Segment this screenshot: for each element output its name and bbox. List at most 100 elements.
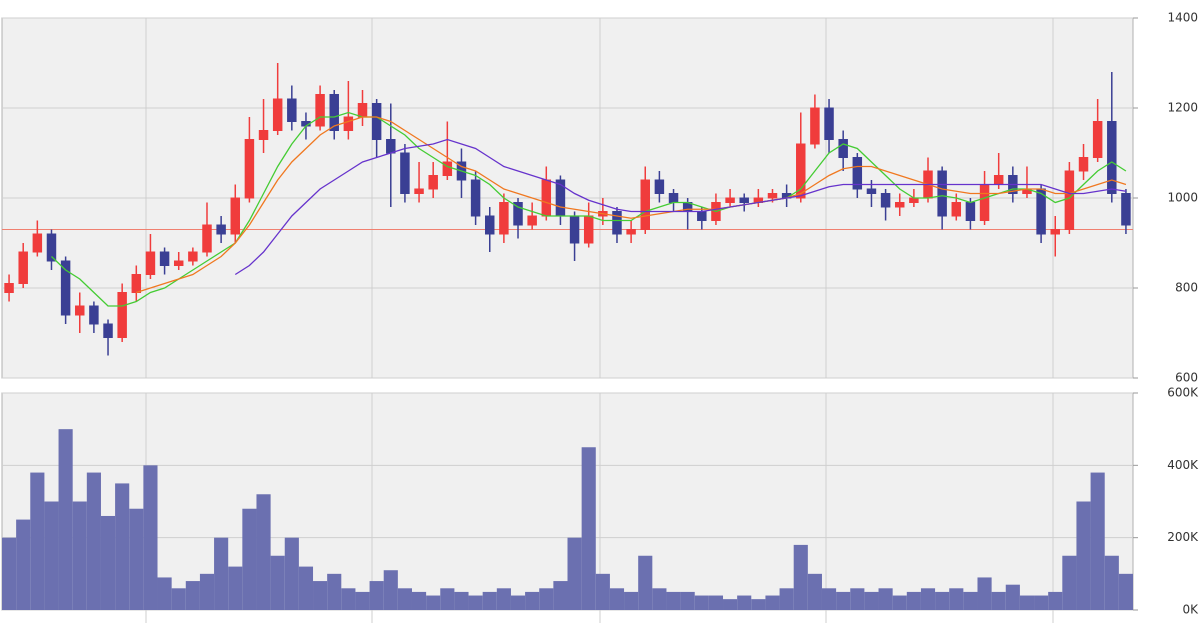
candle-body: [188, 251, 198, 262]
candle-body: [583, 215, 594, 244]
candle-body: [626, 229, 636, 235]
candle-body: [612, 211, 622, 235]
volume-bar: [157, 577, 172, 610]
y-tick-label: 0K: [1182, 603, 1199, 617]
candle-body: [4, 283, 14, 293]
volume-bar: [525, 591, 540, 610]
volume-bar: [171, 588, 186, 610]
volume-bar: [454, 591, 469, 610]
candle-body: [1092, 121, 1103, 158]
volume-bar: [129, 508, 144, 610]
candle-body: [315, 94, 325, 127]
volume-bar: [581, 447, 596, 610]
candle-body: [668, 193, 679, 203]
candle-body: [1050, 229, 1060, 235]
volume-bar: [426, 595, 441, 610]
candle-body: [159, 251, 170, 266]
volume-bar: [185, 581, 200, 610]
volume-bar: [86, 472, 101, 610]
volume-bar: [2, 537, 17, 610]
volume-bar: [723, 599, 738, 610]
volume-bar: [1062, 555, 1077, 610]
volume-bar: [1118, 573, 1133, 610]
volume-bar: [327, 573, 342, 610]
candle-body: [1121, 193, 1131, 226]
candle-body: [1064, 170, 1075, 230]
volume-bar: [991, 591, 1006, 610]
candle-body: [216, 224, 226, 235]
volume-bar: [864, 591, 879, 610]
candle-body: [852, 157, 863, 190]
candle-body: [485, 215, 495, 235]
volume-bar: [892, 595, 907, 610]
candle-body: [767, 193, 778, 199]
y-tick-label: 600K: [1167, 386, 1199, 400]
candle-body: [428, 175, 438, 190]
candle-body: [386, 139, 396, 154]
volume-bar: [510, 595, 526, 610]
volume-bar: [751, 599, 766, 610]
volume-bar: [468, 595, 483, 610]
volume-bar: [666, 591, 681, 610]
candle-body: [244, 139, 255, 199]
candle-body: [371, 103, 382, 140]
candle-body: [202, 224, 212, 253]
volume-bar: [920, 588, 936, 610]
volume-bar: [242, 508, 257, 610]
volume-bar: [539, 588, 554, 610]
volume-bar: [72, 501, 87, 610]
candle-body: [131, 274, 142, 293]
moving-average: [51, 111, 1127, 307]
volume-bar: [836, 591, 851, 610]
candle-body: [32, 233, 43, 253]
candle-body: [640, 179, 650, 230]
candle-body: [894, 202, 905, 208]
volume-bar: [355, 591, 370, 610]
candle-body: [810, 107, 820, 145]
volume-bar: [935, 591, 950, 610]
candle-body: [470, 179, 481, 217]
volume-bar: [694, 595, 709, 610]
candle-body: [654, 179, 665, 194]
volume-bar: [1034, 595, 1049, 610]
volume-bar: [496, 588, 511, 610]
candle-body: [400, 152, 410, 194]
volume-bar: [807, 573, 822, 610]
volume-bar: [270, 555, 285, 610]
volume-bar: [369, 581, 384, 610]
volume-bar: [680, 591, 695, 610]
candle-body: [103, 323, 113, 338]
volume-bar: [341, 588, 356, 610]
candle-body: [866, 188, 877, 194]
y-tick-label: 800: [1175, 281, 1198, 295]
volume-bar: [949, 588, 964, 610]
volume-bar: [256, 494, 271, 610]
volume-bar: [482, 591, 497, 610]
candle-body: [329, 94, 339, 131]
y-tick-label: 1000: [1167, 191, 1198, 205]
volume-bar: [1090, 472, 1105, 610]
volume-bar: [609, 588, 625, 610]
candle-body: [739, 197, 749, 203]
candle-body: [1078, 157, 1089, 172]
volume-bar: [567, 537, 582, 610]
candle-body: [965, 202, 976, 221]
volume-bar: [383, 570, 398, 610]
volume-bar: [779, 588, 794, 610]
volume-bar: [397, 588, 412, 610]
candle-body: [937, 170, 947, 217]
volume-bar: [793, 544, 808, 610]
volume-bar: [906, 591, 921, 610]
moving-average: [136, 116, 1127, 294]
volume-bar: [411, 591, 427, 610]
volume-bar: [878, 588, 893, 610]
volume-bar: [199, 573, 215, 610]
candle-body: [824, 107, 834, 140]
candle-body: [1107, 121, 1117, 194]
candle-body: [979, 184, 990, 221]
candle-body: [89, 305, 99, 325]
candle-body: [357, 103, 368, 118]
volume-bar: [1048, 591, 1063, 610]
candle-body: [18, 251, 28, 284]
